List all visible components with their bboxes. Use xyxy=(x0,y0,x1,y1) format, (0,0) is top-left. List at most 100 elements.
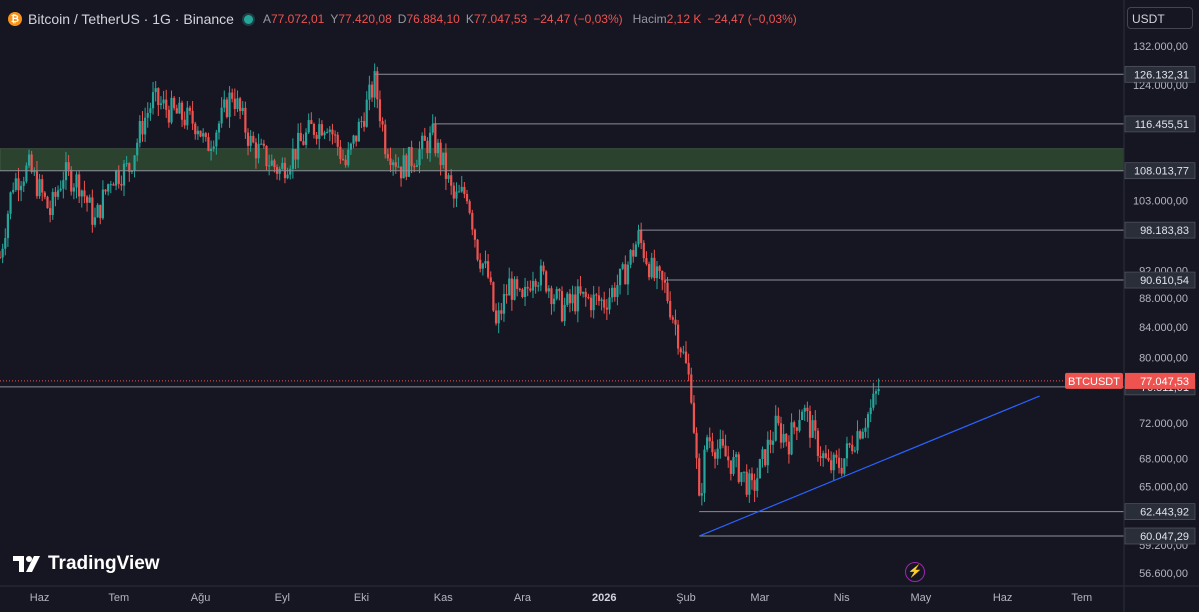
candle-body xyxy=(78,174,81,197)
candle-body xyxy=(99,204,102,219)
candle-body xyxy=(766,439,769,466)
candle xyxy=(27,149,31,169)
candle xyxy=(318,118,321,150)
high-value: 77.420,08 xyxy=(338,12,392,26)
candle-body xyxy=(0,257,2,259)
level-price-label: 60.047,29 xyxy=(1124,527,1196,545)
candle-body xyxy=(239,98,242,112)
price-tick-label: 132.000,00 xyxy=(1133,41,1188,53)
level-label-bg xyxy=(1124,503,1196,520)
candle-body xyxy=(392,162,395,166)
candle-body xyxy=(692,402,696,433)
candle xyxy=(125,156,128,167)
candle xyxy=(447,172,450,183)
candle-body xyxy=(861,431,864,439)
currency-selector[interactable]: USDT xyxy=(1127,7,1193,29)
level-price-label: 90.610,54 xyxy=(1124,271,1196,289)
candle-body xyxy=(835,454,838,458)
candle xyxy=(545,270,548,294)
candle-body xyxy=(761,449,764,460)
candle xyxy=(632,243,635,263)
candle-body xyxy=(9,192,12,214)
candle-body xyxy=(323,132,326,136)
candle-body xyxy=(534,280,537,287)
candle xyxy=(616,274,619,306)
candle-body xyxy=(787,441,791,455)
candle xyxy=(764,449,767,468)
candle-body xyxy=(415,165,418,167)
candle-body xyxy=(376,71,379,100)
candle xyxy=(724,434,727,457)
candle-body xyxy=(96,204,99,218)
candle-body xyxy=(832,454,835,471)
candle-body xyxy=(793,422,796,428)
candle xyxy=(202,128,205,143)
candle-body xyxy=(33,171,36,173)
candle-body xyxy=(62,180,65,189)
candle xyxy=(687,353,690,382)
price-tick-label: 68.000,00 xyxy=(1139,454,1188,466)
market-status-icon[interactable] xyxy=(243,14,253,24)
candle-body xyxy=(286,174,289,179)
candle xyxy=(352,134,355,149)
candle xyxy=(647,261,651,281)
candle xyxy=(550,285,553,315)
bitcoin-icon: ₿ xyxy=(8,12,22,26)
candle-body xyxy=(339,146,342,160)
candle xyxy=(104,189,107,195)
candle xyxy=(479,253,482,273)
candle xyxy=(56,185,60,200)
candle xyxy=(307,113,310,134)
candle xyxy=(676,319,680,355)
candle xyxy=(360,116,363,129)
candle-body xyxy=(634,244,637,257)
candle-body xyxy=(584,291,587,298)
candle xyxy=(239,96,242,120)
candle-body xyxy=(568,293,572,304)
candle-body xyxy=(801,411,804,421)
candle-body xyxy=(740,472,743,482)
candle-body xyxy=(471,212,474,230)
candle-body xyxy=(640,230,643,243)
candle-body xyxy=(816,430,820,457)
candle xyxy=(611,284,614,303)
candle-body xyxy=(523,286,527,298)
candle xyxy=(136,138,139,162)
candle-body xyxy=(368,84,371,100)
time-tick-label: Ara xyxy=(514,592,532,604)
candle xyxy=(444,143,448,191)
lightning-icon[interactable]: ⚡ xyxy=(905,562,925,582)
candle xyxy=(310,112,313,125)
candle-body xyxy=(262,143,265,146)
candle-body xyxy=(310,120,313,124)
candle xyxy=(320,120,323,137)
candle xyxy=(679,346,682,358)
chart-header: ₿ Bitcoin / TetherUS · 1G · Binance A 77… xyxy=(8,9,807,29)
candle xyxy=(120,175,123,191)
low-label: D xyxy=(397,12,407,26)
logo-text: TradingView xyxy=(48,553,160,574)
candle-body xyxy=(837,457,841,468)
candle xyxy=(439,139,442,176)
tradingview-logo[interactable]: TradingView xyxy=(12,553,160,575)
symbol-title[interactable]: Bitcoin / TetherUS · 1G · Binance xyxy=(28,11,234,27)
candle-body xyxy=(439,142,442,166)
candle-body xyxy=(663,280,667,283)
candle xyxy=(54,187,57,207)
candle-body xyxy=(373,71,376,98)
candle-body xyxy=(626,264,630,285)
candle xyxy=(402,148,405,179)
candle-body xyxy=(326,131,329,133)
candle-body xyxy=(845,443,849,459)
candle-body xyxy=(595,294,598,296)
candle-body xyxy=(597,295,601,301)
candle xyxy=(347,142,350,168)
candle xyxy=(344,155,347,168)
candle xyxy=(434,116,437,157)
candle xyxy=(20,180,23,202)
candle-body xyxy=(114,170,118,186)
candle-body xyxy=(468,201,471,213)
candle xyxy=(692,395,696,435)
candle-body xyxy=(613,287,616,297)
